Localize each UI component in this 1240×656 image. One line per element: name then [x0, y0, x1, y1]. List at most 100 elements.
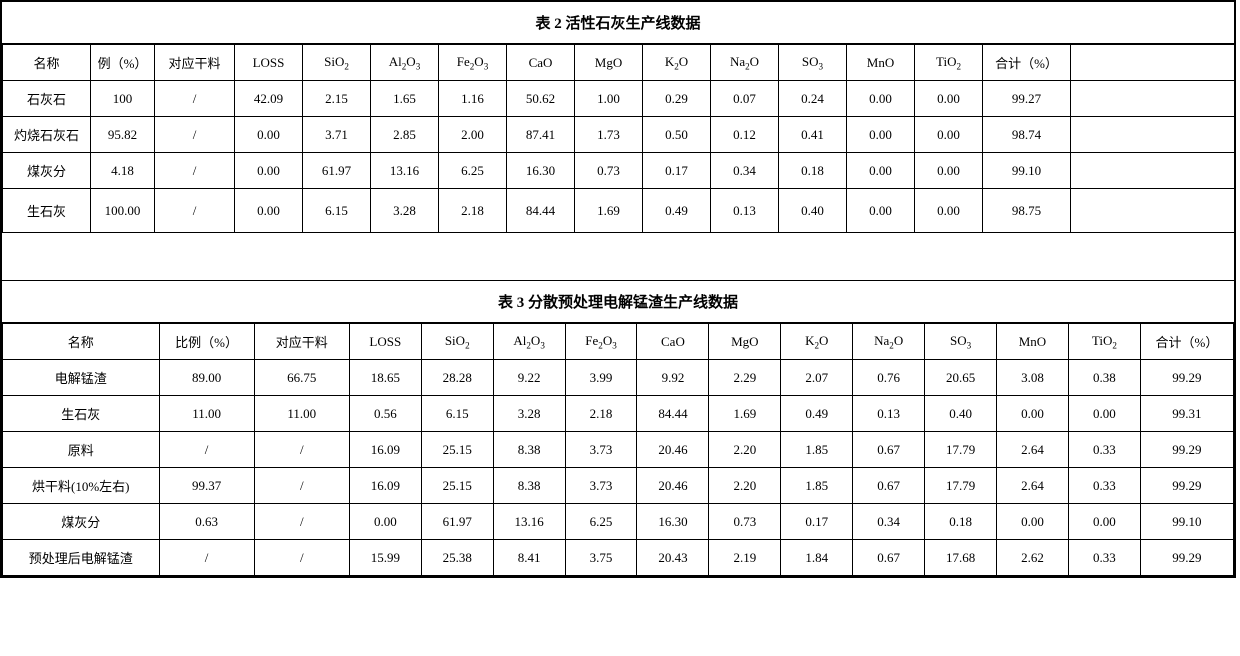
cell-cao: 87.41	[507, 117, 575, 153]
cell-fe2o3: 2.18	[565, 396, 637, 432]
cell-fe2o3: 3.73	[565, 432, 637, 468]
cell-k2o: 1.85	[781, 432, 853, 468]
col-so3: SO3	[779, 45, 847, 81]
col-pct: 比例（%）	[159, 324, 254, 360]
col-al2o3: Al2O3	[371, 45, 439, 81]
table3: 名称 比例（%） 对应干料 LOSS SiO2 Al2O3 Fe2O3 CaO …	[2, 323, 1234, 576]
cell-fe2o3: 6.25	[439, 153, 507, 189]
cell-mgo: 2.20	[709, 432, 781, 468]
cell-na2o: 0.13	[711, 189, 779, 233]
cell-sio2: 61.97	[421, 504, 493, 540]
cell-so3: 0.40	[925, 396, 997, 432]
cell-cao: 20.46	[637, 432, 709, 468]
cell-loss: 0.00	[235, 189, 303, 233]
cell-mgo: 1.73	[575, 117, 643, 153]
col-pct: 例（%）	[91, 45, 155, 81]
cell-al2o3: 8.38	[493, 468, 565, 504]
cell-na2o: 0.34	[853, 504, 925, 540]
cell-dry: 11.00	[254, 396, 349, 432]
cell-mno: 3.08	[997, 360, 1069, 396]
cell-cao: 9.92	[637, 360, 709, 396]
table3-title: 表 3 分散预处理电解锰渣生产线数据	[2, 281, 1234, 323]
table-row: 烘干料(10%左右)99.37/16.0925.158.383.7320.462…	[3, 468, 1234, 504]
cell-k2o: 0.49	[643, 189, 711, 233]
cell-so3: 0.18	[925, 504, 997, 540]
cell-fe2o3: 6.25	[565, 504, 637, 540]
table2: 名称 例（%） 对应干料 LOSS SiO2 Al2O3 Fe2O3 CaO M…	[2, 44, 1234, 233]
col-mno: MnO	[847, 45, 915, 81]
cell-k2o: 0.50	[643, 117, 711, 153]
cell-fe2o3: 2.00	[439, 117, 507, 153]
cell-na2o: 0.07	[711, 81, 779, 117]
cell-dry: /	[155, 117, 235, 153]
cell-mgo: 2.20	[709, 468, 781, 504]
cell-cao: 20.43	[637, 540, 709, 576]
table-row: 灼烧石灰石95.82/0.003.712.852.0087.411.730.50…	[3, 117, 1235, 153]
col-loss: LOSS	[235, 45, 303, 81]
gap-cell	[1071, 153, 1235, 189]
cell-dry: /	[254, 540, 349, 576]
cell-pct: 0.63	[159, 504, 254, 540]
cell-cao: 16.30	[507, 153, 575, 189]
cell-dry: /	[254, 468, 349, 504]
cell-so3: 17.79	[925, 432, 997, 468]
cell-sum: 98.74	[983, 117, 1071, 153]
cell-loss: 15.99	[349, 540, 421, 576]
col-dry: 对应干料	[254, 324, 349, 360]
gap-cell	[1071, 117, 1235, 153]
col-k2o: K2O	[643, 45, 711, 81]
cell-tio2: 0.33	[1068, 468, 1140, 504]
cell-name: 煤灰分	[3, 153, 91, 189]
cell-na2o: 0.12	[711, 117, 779, 153]
col-loss: LOSS	[349, 324, 421, 360]
table-row: 煤灰分0.63/0.0061.9713.166.2516.300.730.170…	[3, 504, 1234, 540]
cell-sum: 99.10	[1140, 504, 1233, 540]
cell-dry: /	[155, 81, 235, 117]
col-name: 名称	[3, 45, 91, 81]
cell-dry: 66.75	[254, 360, 349, 396]
cell-so3: 0.18	[779, 153, 847, 189]
cell-al2o3: 2.85	[371, 117, 439, 153]
cell-k2o: 0.49	[781, 396, 853, 432]
col-na2o: Na2O	[853, 324, 925, 360]
col-fe2o3: Fe2O3	[565, 324, 637, 360]
cell-loss: 0.00	[235, 153, 303, 189]
cell-name: 电解锰渣	[3, 360, 160, 396]
cell-al2o3: 9.22	[493, 360, 565, 396]
cell-mno: 2.64	[997, 468, 1069, 504]
cell-mgo: 1.00	[575, 81, 643, 117]
cell-mno: 0.00	[847, 117, 915, 153]
cell-sio2: 25.15	[421, 432, 493, 468]
cell-dry: /	[254, 432, 349, 468]
table-row: 预处理后电解锰渣//15.9925.388.413.7520.432.191.8…	[3, 540, 1234, 576]
cell-na2o: 0.67	[853, 468, 925, 504]
cell-al2o3: 13.16	[371, 153, 439, 189]
cell-k2o: 1.84	[781, 540, 853, 576]
col-sum: 合计（%）	[983, 45, 1071, 81]
cell-sio2: 25.15	[421, 468, 493, 504]
cell-dry: /	[254, 504, 349, 540]
cell-dry: /	[155, 189, 235, 233]
cell-pct: /	[159, 540, 254, 576]
cell-al2o3: 3.28	[493, 396, 565, 432]
table2-header-row: 名称 例（%） 对应干料 LOSS SiO2 Al2O3 Fe2O3 CaO M…	[3, 45, 1235, 81]
cell-na2o: 0.67	[853, 432, 925, 468]
cell-tio2: 0.00	[915, 153, 983, 189]
cell-loss: 0.00	[349, 504, 421, 540]
gap-cell	[1071, 189, 1235, 233]
cell-fe2o3: 3.99	[565, 360, 637, 396]
col-mgo: MgO	[575, 45, 643, 81]
cell-fe2o3: 3.75	[565, 540, 637, 576]
cell-tio2: 0.00	[1068, 504, 1140, 540]
cell-na2o: 0.76	[853, 360, 925, 396]
cell-name: 生石灰	[3, 189, 91, 233]
col-al2o3: Al2O3	[493, 324, 565, 360]
cell-mgo: 0.73	[709, 504, 781, 540]
cell-so3: 17.68	[925, 540, 997, 576]
cell-mno: 2.64	[997, 432, 1069, 468]
cell-fe2o3: 2.18	[439, 189, 507, 233]
cell-name: 煤灰分	[3, 504, 160, 540]
cell-pct: 89.00	[159, 360, 254, 396]
cell-sio2: 25.38	[421, 540, 493, 576]
col-fe2o3: Fe2O3	[439, 45, 507, 81]
